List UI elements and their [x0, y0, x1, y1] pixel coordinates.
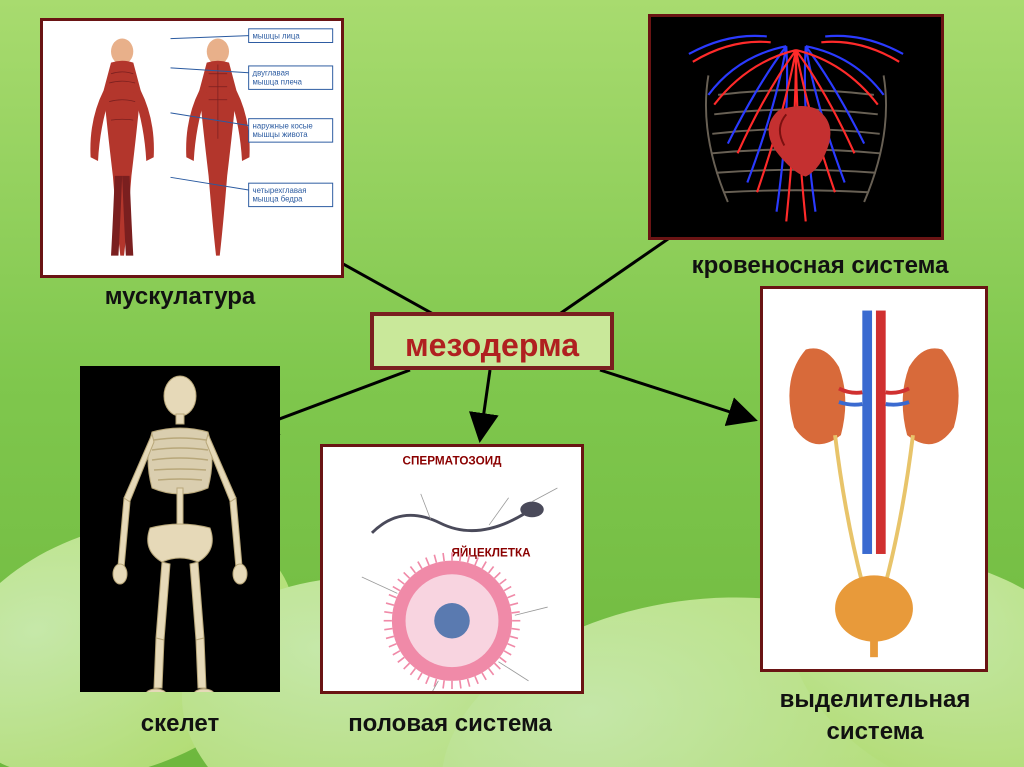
- center-term-box: мезодерма: [370, 312, 614, 370]
- panel-excretory: [760, 286, 988, 672]
- illustration-excretory: [763, 289, 985, 669]
- illustration-circulatory: [651, 17, 941, 237]
- panel-reproductive: СПЕРМАТОЗОИД ЯЙЦЕКЛЕТКА: [320, 444, 584, 694]
- svg-text:мышцы лица: мышцы лица: [253, 32, 301, 41]
- panel-circulatory: [648, 14, 944, 240]
- diagram-stage: мышцы лица двуглавая мышца плеча наружны…: [0, 0, 1024, 767]
- panel-skeleton: [80, 366, 280, 692]
- label-reproductive: половая система: [300, 710, 600, 738]
- illustration-musculature: мышцы лица двуглавая мышца плеча наружны…: [43, 21, 341, 275]
- svg-text:СПЕРМАТОЗОИД: СПЕРМАТОЗОИД: [403, 455, 503, 468]
- svg-text:наружные косые мышцы живота: наружные косые мышцы живота: [253, 121, 315, 139]
- panel-musculature: мышцы лица двуглавая мышца плеча наружны…: [40, 18, 344, 278]
- svg-text:четырехглавая мышца бедра: четырехглавая мышца бедра: [253, 186, 309, 204]
- label-excretory-line2: система: [740, 718, 1010, 746]
- illustration-reproductive: СПЕРМАТОЗОИД ЯЙЦЕКЛЕТКА: [323, 447, 581, 691]
- label-circulatory: кровеносная система: [640, 252, 1000, 280]
- label-excretory-line1: выделительная: [740, 686, 1010, 714]
- illustration-skeleton: [80, 366, 280, 692]
- svg-text:ЯЙЦЕКЛЕТКА: ЯЙЦЕКЛЕТКА: [451, 546, 531, 559]
- label-skeleton: скелет: [100, 710, 260, 738]
- center-term-text: мезодерма: [405, 327, 579, 363]
- label-musculature: мускулатура: [60, 283, 300, 311]
